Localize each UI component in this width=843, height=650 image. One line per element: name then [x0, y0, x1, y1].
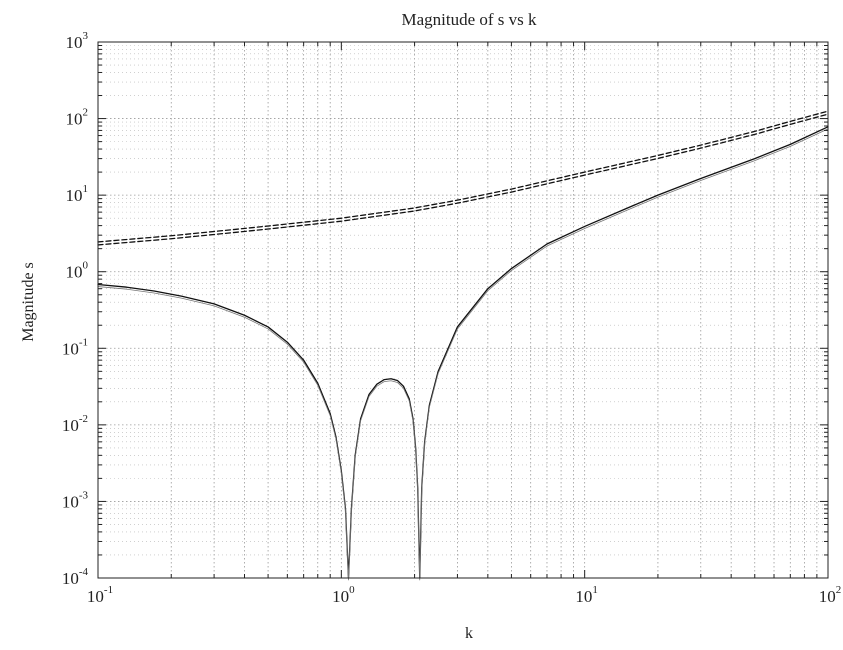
series-line-solid-secondary [97, 128, 829, 581]
y-axis-label: Magnitude s [20, 262, 37, 342]
y-tick-label: 10-1 [62, 336, 88, 358]
series-line-solid [97, 126, 829, 579]
grid-lines [97, 42, 828, 579]
series-line-dashed-secondary [97, 113, 829, 246]
y-tick-label: 101 [66, 183, 89, 205]
plot-frame [97, 41, 829, 579]
tick-marks [97, 42, 828, 579]
x-tick-label: 10-1 [87, 584, 113, 606]
y-tick-labels: 10-4 10-3 10-2 10-1 100 101 102 103 [62, 30, 89, 588]
y-tick-label: 102 [66, 107, 89, 129]
x-tick-label: 102 [819, 584, 842, 606]
x-tick-labels: 10-1 100 101 102 [87, 584, 841, 606]
y-tick-label: 10-3 [62, 489, 89, 511]
series-layer [97, 110, 829, 581]
series-line-dashed [97, 110, 829, 243]
y-tick-label: 10-4 [62, 566, 89, 588]
y-tick-label: 100 [66, 260, 89, 282]
y-tick-label: 103 [66, 30, 89, 52]
x-tick-label: 101 [575, 584, 598, 606]
x-tick-label: 100 [332, 584, 355, 606]
y-tick-label: 10-2 [62, 413, 88, 435]
x-axis-label: k [465, 625, 473, 642]
chart-title: Magnitude of s vs k [401, 10, 537, 29]
